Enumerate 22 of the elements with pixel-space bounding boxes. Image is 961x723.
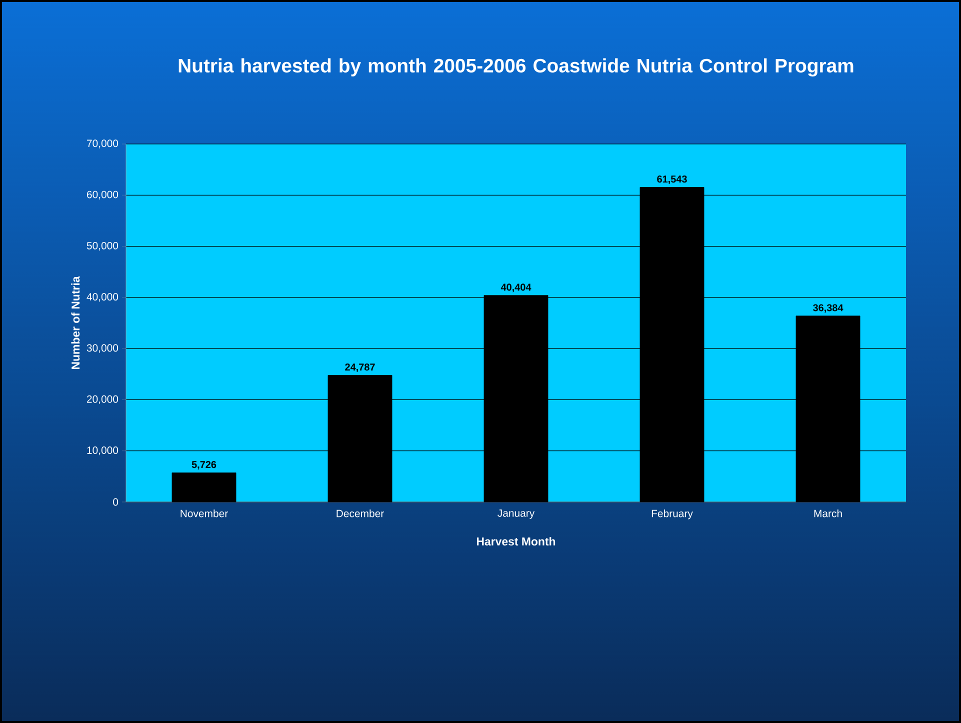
y-axis-title: Number of Nutria — [71, 276, 80, 370]
y-tick-label: 30,000 — [86, 344, 118, 353]
x-tick-label: December — [336, 510, 384, 518]
x-tick-label: February — [652, 510, 693, 520]
data-label: 61,543 — [657, 176, 687, 184]
bar — [172, 472, 236, 502]
x-tick-label: March — [814, 510, 842, 518]
x-tick-label: November — [180, 510, 228, 518]
x-tick-label: January — [498, 510, 535, 519]
data-label: 36,384 — [813, 304, 844, 313]
data-label: 5,726 — [192, 461, 216, 470]
data-label: 24,787 — [345, 364, 375, 372]
y-tick-label: 0 — [113, 498, 118, 506]
x-axis-title: Harvest Month — [476, 537, 556, 546]
y-tick-label: 70,000 — [87, 140, 118, 148]
y-tick-label: 50,000 — [86, 242, 118, 251]
y-tick-label: 10,000 — [87, 446, 118, 456]
y-tick-label: 40,000 — [86, 293, 118, 302]
data-label: 40,404 — [500, 284, 532, 292]
y-tick-label: 20,000 — [87, 395, 118, 404]
chart-title: Nutria harvested by month 2005-2006 Coastwide Nutria Control Program — [178, 58, 854, 76]
y-tick-label: 60,000 — [87, 190, 118, 200]
